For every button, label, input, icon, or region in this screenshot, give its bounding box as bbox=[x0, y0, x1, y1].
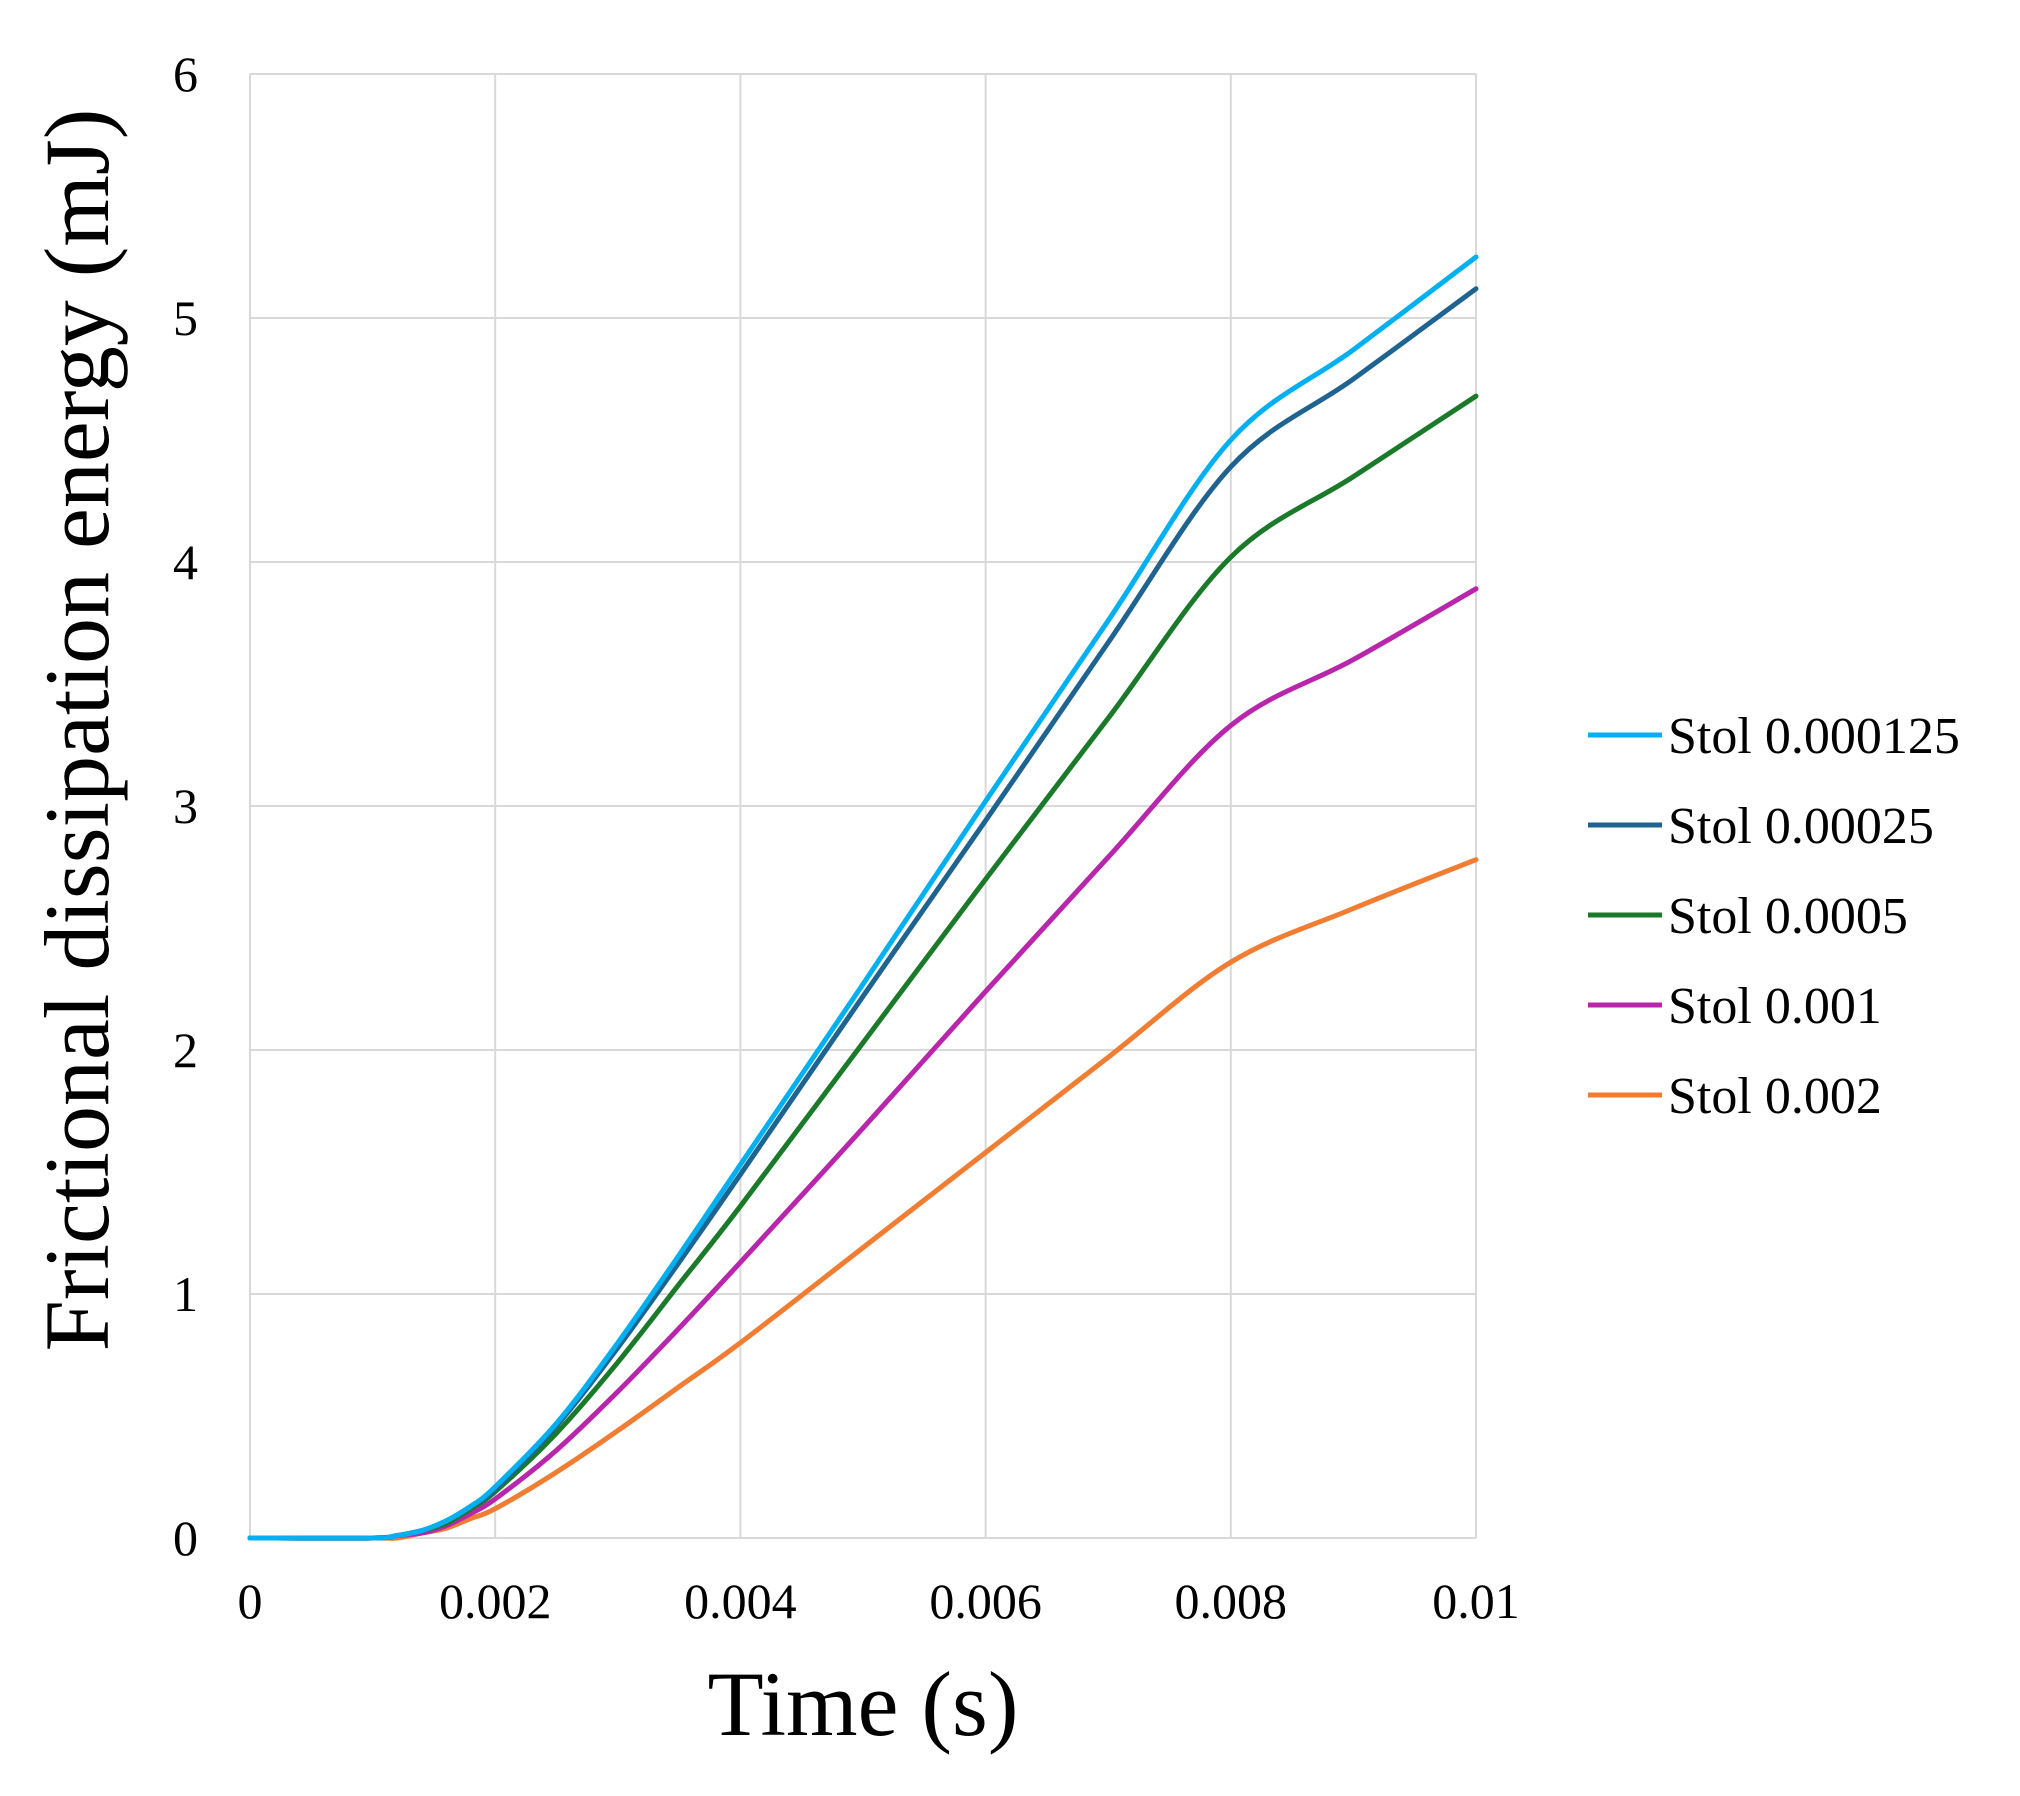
x-tick-label-5: 0.01 bbox=[1432, 1573, 1520, 1629]
x-axis-title: Time (s) bbox=[708, 1653, 1019, 1755]
y-tick-label-0: 0 bbox=[173, 1510, 198, 1566]
legend: Stol 0.000125 Stol 0.00025 Stol 0.0005 Stol… bbox=[1588, 708, 1960, 1125]
y-tick-label-6: 6 bbox=[173, 46, 198, 102]
y-tick-label-2: 2 bbox=[173, 1022, 198, 1078]
y-tick-label-5: 5 bbox=[173, 290, 198, 346]
x-tick-label-4: 0.008 bbox=[1175, 1573, 1288, 1629]
gridlines bbox=[249, 73, 1477, 1539]
x-tick-label-3: 0.006 bbox=[929, 1573, 1042, 1629]
legend-label-2: Stol 0.0005 bbox=[1668, 888, 1908, 945]
series-lines bbox=[247, 254, 1479, 1541]
y-tick-label-1: 1 bbox=[173, 1266, 198, 1322]
series-line-0 bbox=[247, 254, 1479, 1541]
legend-label-1: Stol 0.00025 bbox=[1668, 798, 1934, 855]
y-tick-label-3: 3 bbox=[173, 778, 198, 834]
series-line-1 bbox=[247, 286, 1479, 1541]
x-tick-label-1: 0.002 bbox=[439, 1573, 552, 1629]
legend-label-4: Stol 0.002 bbox=[1668, 1068, 1882, 1125]
legend-label-0: Stol 0.000125 bbox=[1668, 708, 1960, 765]
series-line-3 bbox=[247, 586, 1479, 1541]
x-tick-labels: 0 0.002 0.004 0.006 0.008 0.01 bbox=[238, 1573, 1520, 1629]
x-tick-label-0: 0 bbox=[238, 1573, 263, 1629]
y-tick-labels: 0 1 2 3 4 5 6 bbox=[173, 46, 198, 1566]
y-tick-label-4: 4 bbox=[173, 534, 198, 590]
series-line-2 bbox=[247, 393, 1479, 1541]
x-tick-label-2: 0.004 bbox=[684, 1573, 797, 1629]
series-line-4 bbox=[247, 857, 1479, 1541]
y-axis-title: Frictional dissipation energy (mJ) bbox=[26, 109, 128, 1352]
legend-label-3: Stol 0.001 bbox=[1668, 978, 1882, 1035]
